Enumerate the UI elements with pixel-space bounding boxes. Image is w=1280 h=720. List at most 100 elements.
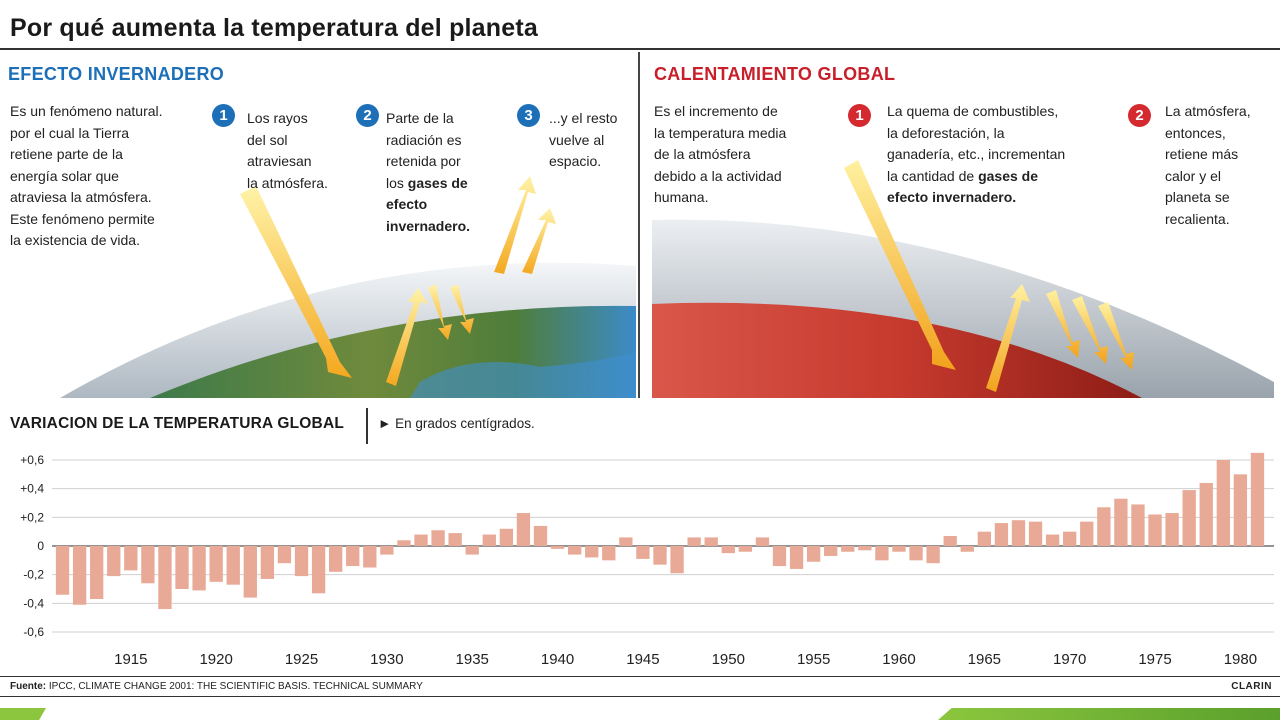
- greenhouse-effect-panel: EFECTO INVERNADERO Es un fenómeno natura…: [0, 52, 636, 398]
- x-tick-label: 1980: [1224, 651, 1257, 668]
- step-1-badge: 1: [212, 104, 235, 127]
- x-tick-label: 1935: [456, 651, 489, 668]
- temperature-bar: [636, 546, 650, 559]
- x-tick-label: 1965: [968, 651, 1001, 668]
- y-tick-label: -0,6: [23, 625, 44, 639]
- x-tick-label: 1920: [199, 651, 232, 668]
- panel-divider: [638, 52, 640, 398]
- temperature-bar: [277, 546, 292, 564]
- temperature-bar: [107, 546, 121, 577]
- greenhouse-heading: EFECTO INVERNADERO: [8, 64, 225, 84]
- temperature-bar: [499, 528, 514, 546]
- temperature-bar: [1011, 520, 1026, 546]
- chart-header-separator: [366, 408, 368, 444]
- temperature-bar: [226, 546, 240, 585]
- temperature-bar: [448, 533, 462, 546]
- chart-title: VARIACION DE LA TEMPERATURA GLOBAL: [10, 415, 345, 432]
- x-tick-label: 1955: [797, 651, 830, 668]
- y-tick-label: +0,4: [20, 482, 44, 496]
- temperature-bar: [397, 540, 411, 546]
- global-warming-heading: CALENTAMIENTO GLOBAL: [654, 64, 896, 84]
- sun-ray-arrow: [240, 186, 352, 378]
- step-2-text: Parte de la radiación es retenida por lo…: [386, 110, 471, 234]
- trapped-ray-arrow: [1098, 302, 1134, 370]
- temperature-bar: [1131, 504, 1145, 546]
- temperature-bar-chart: +0,6 +0,4 +0,2 0 -0,2 -0,4 -0,6 1915 1920 1925 193…: [20, 452, 1274, 668]
- temperature-bar: [704, 537, 718, 546]
- x-tick-label: 1970: [1053, 651, 1086, 668]
- temperature-bar: [1233, 474, 1248, 546]
- temperature-bar: [1148, 514, 1162, 546]
- global-warming-illustration: [652, 160, 1274, 398]
- temperature-bar: [567, 546, 582, 555]
- warming-step-2-text: La atmósfera, entonces, retiene más calo…: [1165, 103, 1251, 227]
- chart-unit-note: ► En grados centígrados.: [378, 416, 535, 431]
- overheated-earth: [652, 302, 1142, 398]
- source-rule: [0, 676, 1280, 677]
- temperature-bar: [550, 546, 565, 549]
- step-2-badge: 2: [356, 104, 379, 127]
- temperature-bar: [1080, 521, 1094, 546]
- temperature-bar: [55, 546, 70, 595]
- temperature-bar: [414, 534, 428, 546]
- temperature-bar: [533, 525, 548, 546]
- temperature-bar: [806, 546, 821, 562]
- temperature-bar: [243, 546, 257, 598]
- temperature-bar: [892, 546, 906, 552]
- temperature-bar: [977, 531, 991, 546]
- brand-logo: CLARIN: [1231, 681, 1272, 692]
- temperature-bar: [926, 546, 940, 564]
- temperature-bar: [841, 546, 855, 552]
- temperature-bar: [380, 546, 394, 555]
- x-tick-label: 1960: [882, 651, 915, 668]
- temperature-bar: [431, 530, 445, 546]
- temperature-bar: [619, 537, 633, 546]
- temperature-bar: [329, 546, 343, 572]
- global-warming-intro: Es el incremento de la temperatura media…: [654, 103, 787, 205]
- x-tick-label: 1975: [1138, 651, 1171, 668]
- temperature-bar: [687, 537, 701, 546]
- temperature-bar: [141, 546, 155, 584]
- temperature-bar: [824, 546, 838, 557]
- temperature-bar: [363, 546, 377, 568]
- y-tick-label: 0: [37, 539, 44, 553]
- retained-ray-arrow: [450, 284, 474, 334]
- warming-step-1-badge: 1: [848, 104, 871, 127]
- temperature-bar: [1165, 513, 1179, 546]
- x-tick-label: 1940: [541, 651, 574, 668]
- x-tick-label: 1950: [712, 651, 745, 668]
- step-3-text: ...y el resto vuelve al espacio.: [549, 110, 618, 169]
- escaping-ray-arrow: [522, 208, 556, 274]
- temperature-bar: [653, 546, 667, 565]
- source-note: Fuente: IPCC, CLIMATE CHANGE 2001: THE S…: [10, 681, 423, 692]
- global-warming-panel: CALENTAMIENTO GLOBAL Es el incremento de…: [642, 52, 1274, 398]
- temperature-bar: [602, 546, 616, 561]
- temperature-bar: [90, 546, 104, 600]
- temperature-bar: [158, 546, 172, 610]
- title-rule: [0, 48, 1280, 50]
- accent-stripe-left: [0, 708, 46, 720]
- temperature-bar: [192, 546, 206, 591]
- temperature-bar: [721, 546, 735, 554]
- y-tick-label: -0,2: [23, 568, 44, 582]
- temperature-bar: [175, 546, 189, 589]
- temperature-bar: [209, 546, 223, 582]
- y-tick-label: +0,2: [20, 510, 44, 524]
- temperature-bar: [311, 546, 326, 594]
- temperature-bar: [1250, 452, 1265, 546]
- temperature-bar: [1097, 507, 1111, 546]
- ocean-area: [410, 352, 636, 398]
- bottom-rule: [0, 696, 1280, 697]
- warming-step-2-badge: 2: [1128, 104, 1151, 127]
- reflected-ray-arrow: [386, 288, 428, 386]
- temperature-bar: [482, 534, 496, 546]
- temperature-bar: [1028, 521, 1043, 546]
- temperature-bar: [772, 546, 787, 567]
- temperature-bar: [738, 546, 753, 552]
- y-tick-label: +0,6: [20, 453, 44, 467]
- page-title: Por qué aumenta la temperatura del plane…: [10, 14, 538, 42]
- temperature-bar: [294, 546, 309, 577]
- temperature-bar: [1114, 498, 1128, 546]
- temperature-bar: [875, 546, 889, 561]
- y-tick-label: -0,4: [23, 596, 44, 610]
